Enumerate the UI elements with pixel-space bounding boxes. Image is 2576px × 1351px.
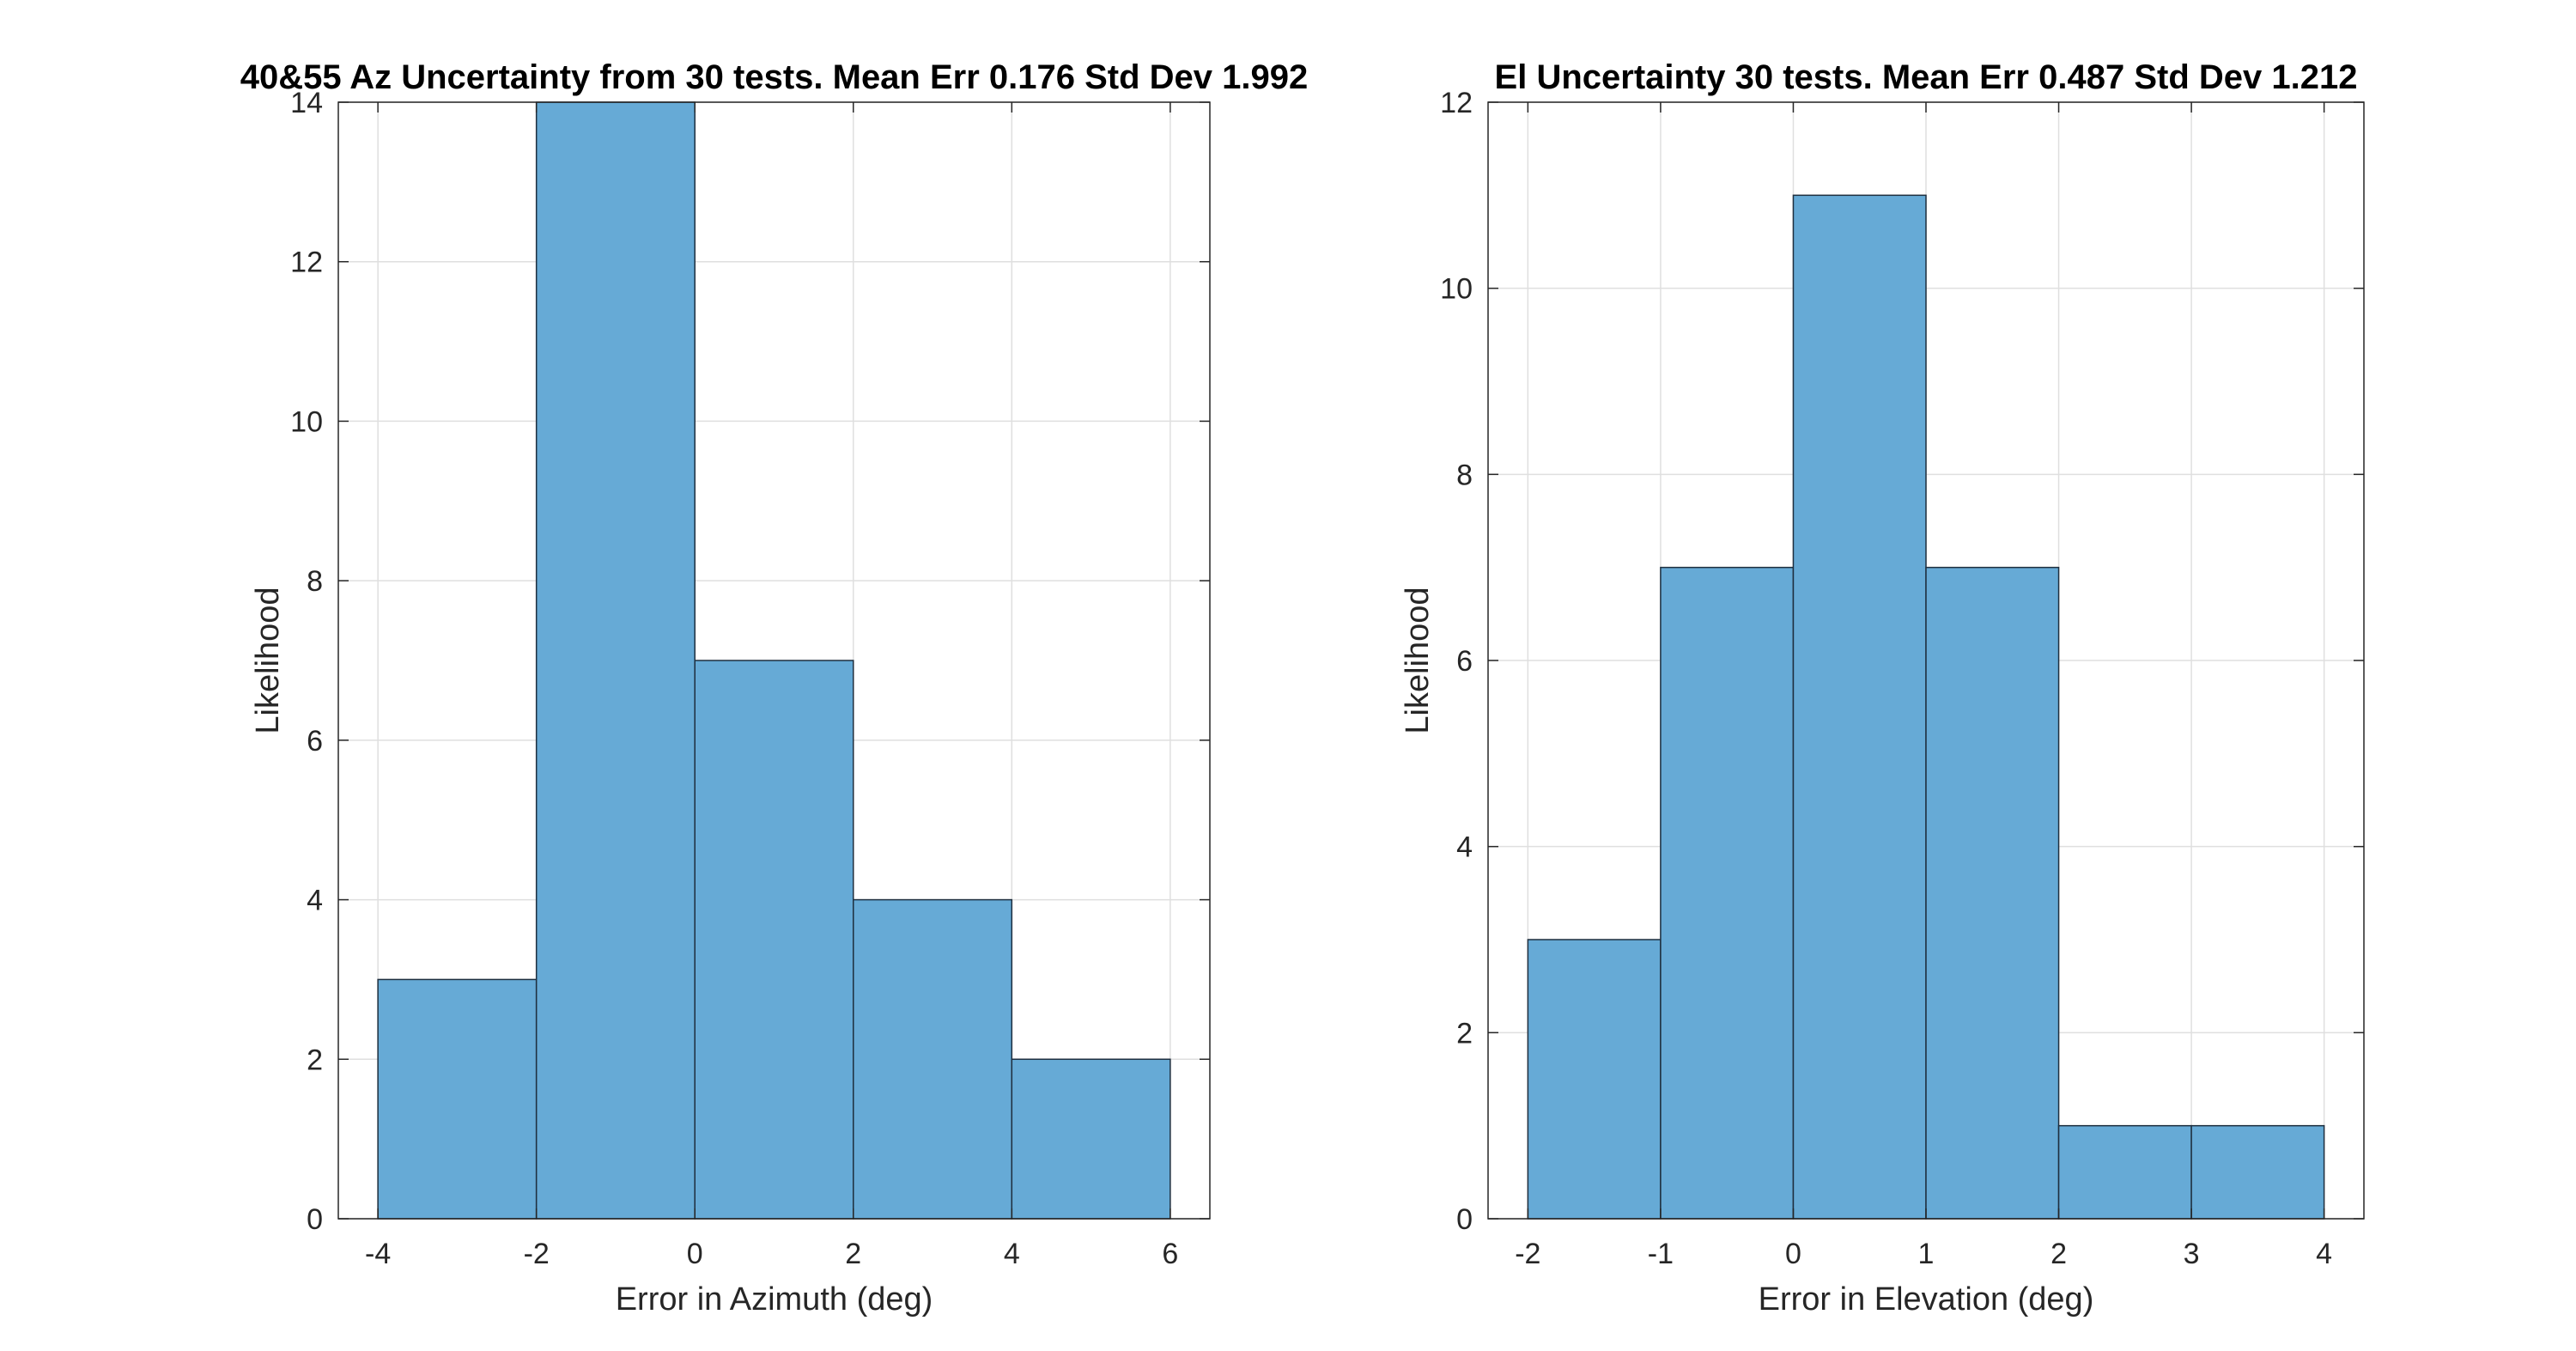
y-tick-label-1: 2 — [307, 1044, 323, 1076]
x-axis-label: Error in Elevation (deg) — [1759, 1281, 2094, 1318]
y-tick-label-2: 4 — [307, 885, 323, 917]
x-tick-label-1: -2 — [524, 1238, 550, 1270]
x-tick-label-4: 4 — [1004, 1238, 1020, 1270]
bar-5 — [2190, 1124, 2325, 1220]
axes-box — [337, 101, 1211, 1220]
histogram-bars — [1527, 194, 2325, 1220]
bar-4 — [2057, 1124, 2192, 1220]
chart-title: 40&55 Az Uncertainty from 30 tests. Mean… — [240, 58, 1309, 96]
x-tick-label-1: -1 — [1648, 1238, 1674, 1270]
x-tick-label-2: 0 — [1785, 1238, 1801, 1270]
y-tick-label-7: 14 — [290, 87, 323, 119]
y-tick-label-3: 6 — [307, 725, 323, 758]
y-tick-labels: 0 2 4 6 8 10 12 — [1440, 87, 1473, 1236]
y-tick-label-1: 2 — [1456, 1017, 1473, 1050]
y-tick-label-6: 12 — [1440, 87, 1473, 119]
x-tick-label-4: 2 — [2050, 1238, 2067, 1270]
x-tick-label-5: 3 — [2184, 1238, 2200, 1270]
x-tick-label-0: -4 — [365, 1238, 391, 1270]
y-tick-marks — [338, 101, 1210, 1220]
x-tick-label-3: 1 — [1918, 1238, 1935, 1270]
y-tick-label-3: 6 — [1456, 645, 1473, 678]
bar-1 — [1660, 566, 1795, 1220]
x-tick-labels: -4 -2 0 2 4 6 — [365, 1238, 1178, 1270]
y-tick-label-5: 10 — [290, 405, 323, 438]
y-tick-label-0: 0 — [307, 1203, 323, 1236]
bar-2 — [1792, 194, 1927, 1220]
chart-title: El Uncertainty 30 tests. Mean Err 0.487 … — [1495, 58, 2358, 96]
y-axis-label: Likelihood — [250, 587, 286, 733]
y-tick-label-4: 8 — [1456, 459, 1473, 491]
x-tick-label-6: 4 — [2316, 1238, 2332, 1270]
y-tick-label-6: 12 — [290, 246, 323, 279]
x-tick-labels: -2 -1 0 1 2 3 4 — [1515, 1238, 2332, 1270]
bar-1 — [535, 101, 696, 1220]
bar-4 — [1011, 1058, 1171, 1220]
x-tick-label-3: 2 — [845, 1238, 861, 1270]
y-tick-label-5: 10 — [1440, 273, 1473, 306]
y-tick-marks — [1488, 101, 2364, 1220]
bar-0 — [1527, 939, 1662, 1220]
chart-azimuth: -4 -2 0 2 4 6 0 2 4 6 8 10 12 14 40&55 Az Uncertaint… — [240, 58, 1309, 1318]
x-tick-marks — [377, 102, 1171, 1219]
x-tick-marks — [1527, 102, 2325, 1219]
x-tick-label-0: -2 — [1515, 1238, 1540, 1270]
bar-3 — [1925, 566, 2060, 1220]
bar-2 — [694, 660, 854, 1220]
y-axis-label: Likelihood — [1400, 587, 1436, 733]
y-tick-labels: 0 2 4 6 8 10 12 14 — [290, 87, 323, 1236]
y-tick-label-2: 4 — [1456, 831, 1473, 864]
bar-3 — [853, 898, 1013, 1220]
bar-0 — [377, 978, 538, 1220]
x-tick-label-2: 0 — [687, 1238, 703, 1270]
x-axis-label: Error in Azimuth (deg) — [616, 1281, 933, 1318]
y-tick-label-4: 8 — [307, 565, 323, 598]
histogram-bars — [377, 101, 1171, 1220]
y-tick-label-0: 0 — [1456, 1203, 1473, 1236]
x-tick-label-5: 6 — [1162, 1238, 1178, 1270]
